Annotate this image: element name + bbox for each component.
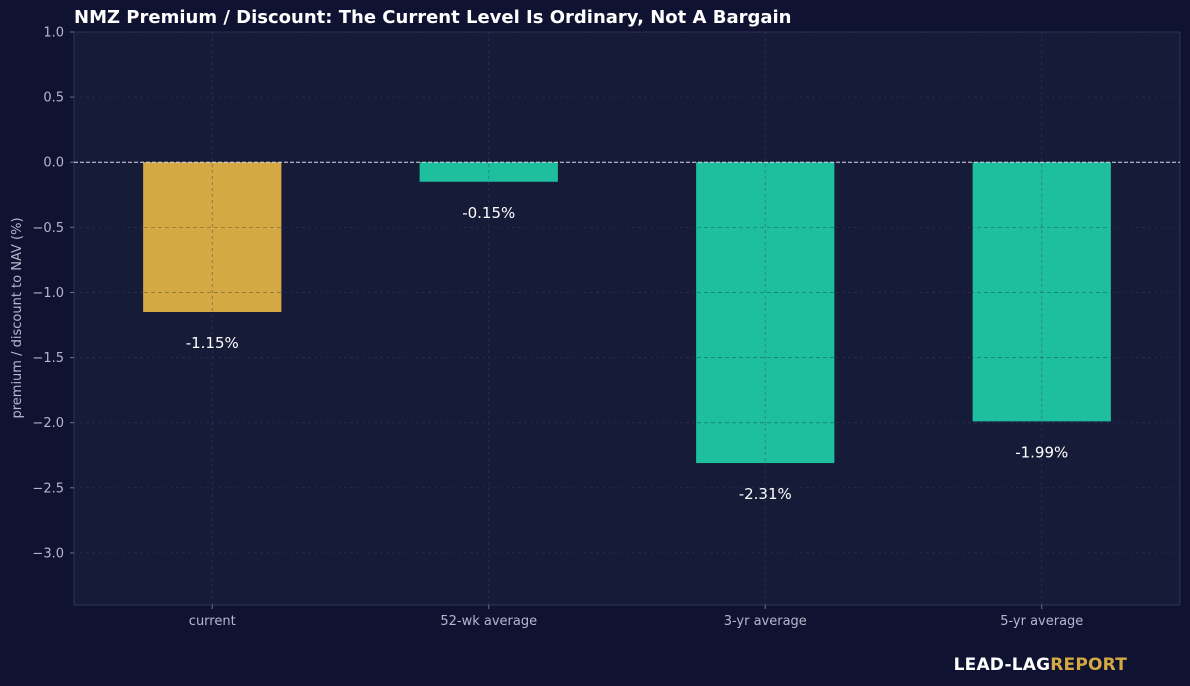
y-tick-label: −0.5: [32, 221, 64, 236]
value-label: -0.15%: [462, 204, 515, 222]
value-label: -1.15%: [186, 334, 239, 352]
y-tick-label: −1.5: [32, 351, 64, 366]
x-tick-label: 52-wk average: [440, 614, 537, 629]
x-tick-label: 5-yr average: [1000, 614, 1083, 629]
chart-title: NMZ Premium / Discount: The Current Leve…: [74, 7, 791, 28]
y-tick-label: 0.0: [43, 156, 64, 171]
brand-logo: LEAD-LAGREPORT: [954, 655, 1127, 675]
y-tick-labels: 1.0 0.5 0.0 −0.5 −1.0 −1.5 −2.0 −2.5 −3.0: [32, 26, 74, 561]
brand-part-2: REPORT: [1050, 655, 1127, 675]
y-tick-label: −3.0: [32, 546, 64, 561]
value-label: -1.99%: [1015, 443, 1068, 461]
value-labels: -1.15% -0.15% -2.31% -1.99%: [186, 204, 1069, 503]
y-tick-label: 0.5: [43, 91, 64, 106]
y-tick-label: −2.0: [32, 416, 64, 431]
value-label: -2.31%: [739, 485, 792, 503]
grid-overlay: [74, 31, 1180, 554]
brand-part-1: LEAD-LAG: [953, 655, 1051, 675]
y-tick-label: 1.0: [43, 26, 64, 41]
grid-lines: [74, 31, 1180, 554]
y-tick-label: −2.5: [32, 481, 64, 496]
x-tick-label: 3-yr average: [724, 614, 807, 629]
y-axis-label: premium / discount to NAV (%): [10, 217, 25, 418]
x-tick-labels: current 52-wk average 3-yr average 5-yr ave…: [189, 605, 1083, 629]
x-tick-label: current: [189, 614, 236, 629]
y-tick-label: −1.0: [32, 286, 64, 301]
